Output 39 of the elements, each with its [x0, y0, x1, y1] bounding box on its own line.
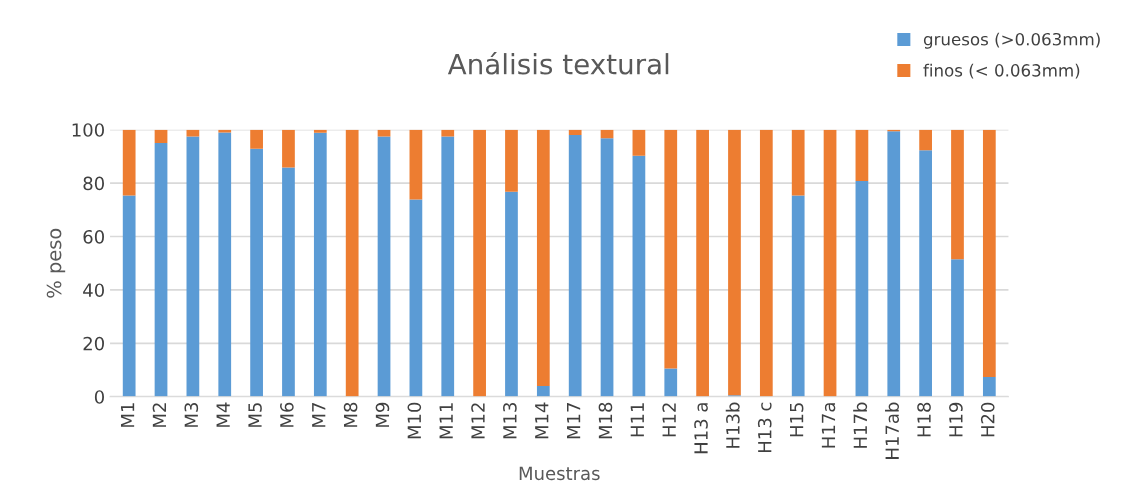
y-tick-label: 60 [83, 229, 104, 244]
x-tick-label: M9 [375, 402, 390, 427]
x-tick-label: H17b [853, 402, 868, 448]
y-tick-label: 40 [83, 283, 104, 298]
legend-label: gruesos (>0.063mm) [923, 32, 1100, 49]
x-axis-title: Muestras [519, 466, 600, 481]
x-tick-label: H13b [725, 402, 740, 448]
x-tick-label: M5 [248, 403, 262, 427]
x-tick-label: M18 [598, 402, 613, 439]
x-tick-label: H20 [980, 402, 995, 437]
y-tick-label: 80 [83, 176, 104, 191]
x-tick-label: H13 a [694, 403, 708, 454]
chart-title: Análisis textural [447, 51, 669, 75]
x-tick-label: M7 [312, 403, 326, 427]
x-tick-label: M2 [152, 403, 167, 427]
x-tick-label: M12 [471, 403, 485, 439]
x-tick-label: H13 c [757, 402, 772, 453]
y-tick-label: 0 [94, 390, 104, 404]
x-tick-label: M10 [407, 402, 422, 439]
x-tick-label: M6 [280, 402, 294, 427]
x-tick-label: M11 [439, 403, 453, 439]
x-tick-label: H11 [630, 403, 644, 437]
x-tick-label: M4 [216, 402, 230, 427]
x-tick-label: M17 [567, 403, 581, 439]
legend-label: finos (< 0.063mm) [923, 63, 1080, 79]
x-tick-label: H15 [790, 403, 804, 437]
x-tick-label: M3 [184, 403, 199, 427]
x-tick-label: H18 [917, 402, 931, 437]
y-axis-title: % peso [46, 228, 66, 298]
x-tick-label: M14 [535, 402, 549, 439]
y-tick-label: 100 [72, 123, 104, 137]
x-tick-label: M13 [503, 403, 517, 439]
x-tick-label: H17ab [885, 402, 899, 459]
x-tick-label: M1 [120, 403, 135, 427]
x-tick-label: M8 [343, 402, 358, 427]
x-tick-label: H12 [662, 403, 676, 437]
x-tick-label: H17a [821, 403, 836, 448]
x-tick-label: H19 [949, 402, 963, 437]
y-tick-label: 20 [83, 336, 104, 351]
